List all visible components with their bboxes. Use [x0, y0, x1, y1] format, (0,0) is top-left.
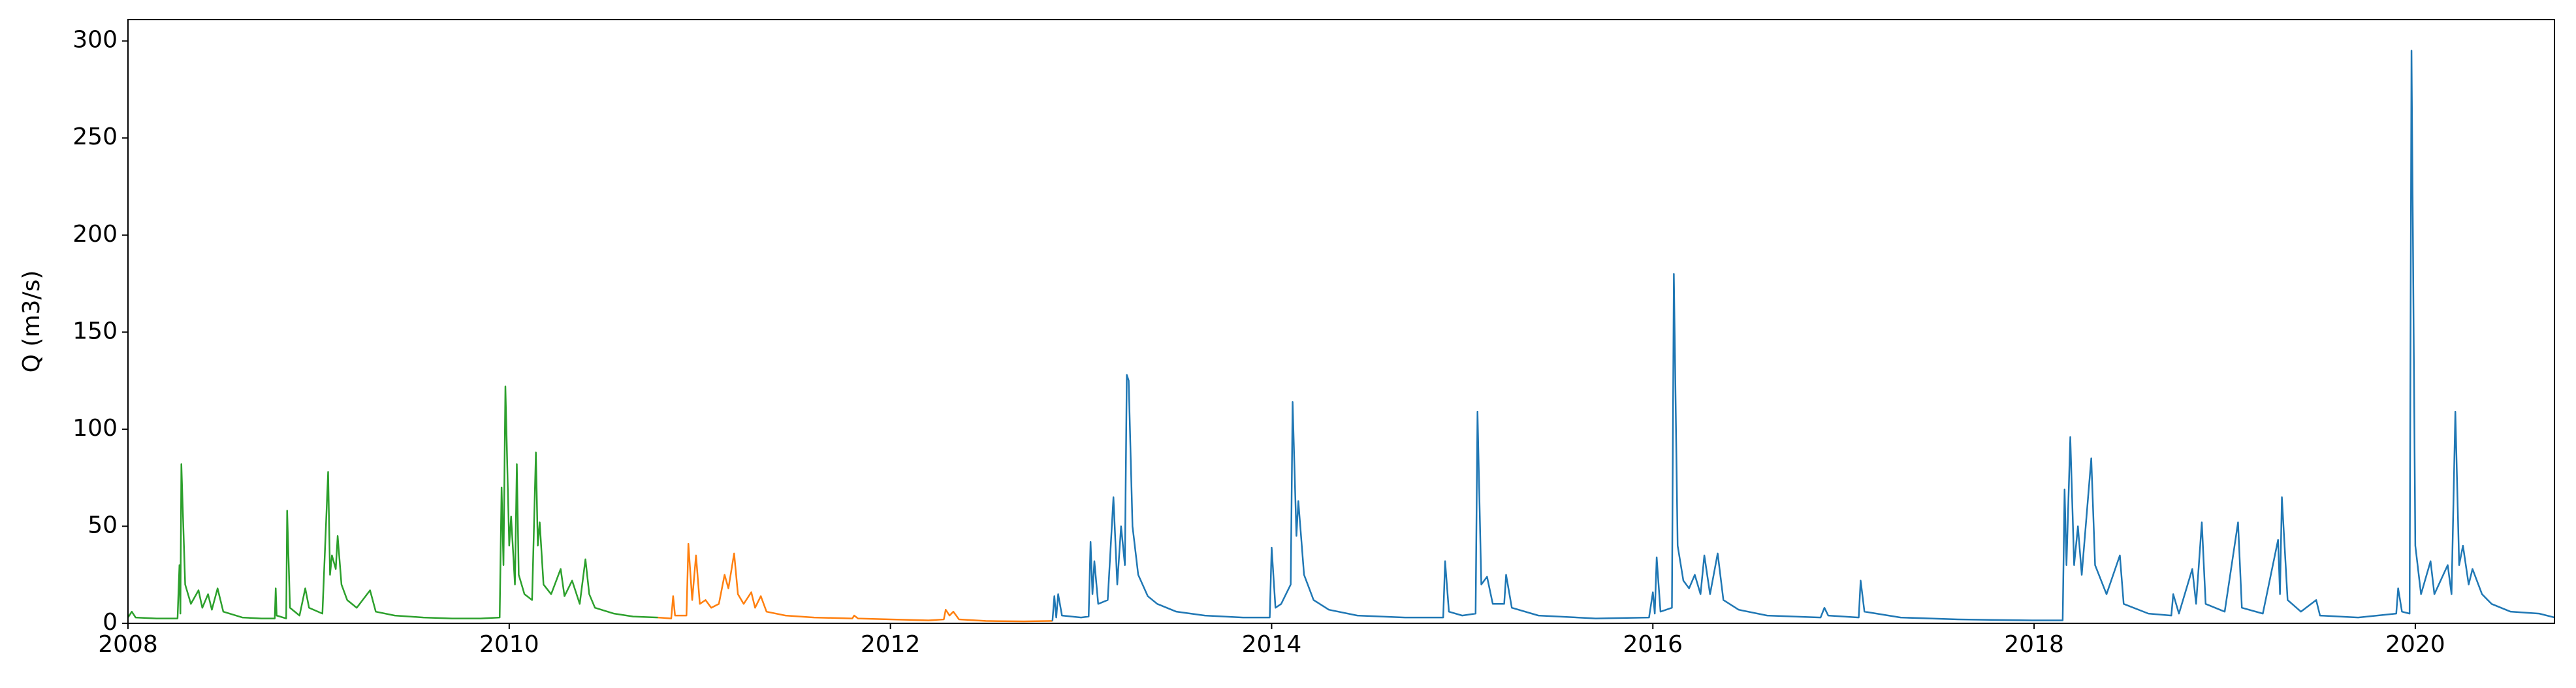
y-axis-label: Q (m3/s): [18, 270, 45, 373]
y-tick-label: 150: [72, 318, 118, 344]
x-tick-label: 2012: [861, 631, 921, 658]
y-tick-label: 200: [72, 221, 118, 248]
y-tick-label: 0: [103, 609, 118, 636]
y-tick-label: 50: [87, 512, 118, 538]
x-tick-label: 2016: [1623, 631, 1683, 658]
y-tick-label: 100: [72, 415, 118, 442]
series-line: [658, 542, 1053, 623]
plot-frame: [127, 19, 2555, 624]
y-tick-label: 250: [72, 123, 118, 150]
x-tick-label: 2018: [2004, 631, 2064, 658]
series-line: [1051, 50, 2554, 621]
x-tick-label: 2020: [2385, 631, 2445, 658]
x-tick-label: 2008: [98, 631, 158, 658]
series-line: [128, 385, 658, 619]
x-tick-label: 2010: [479, 631, 539, 658]
x-tick-label: 2014: [1242, 631, 1302, 658]
y-tick-label: 300: [72, 27, 118, 54]
